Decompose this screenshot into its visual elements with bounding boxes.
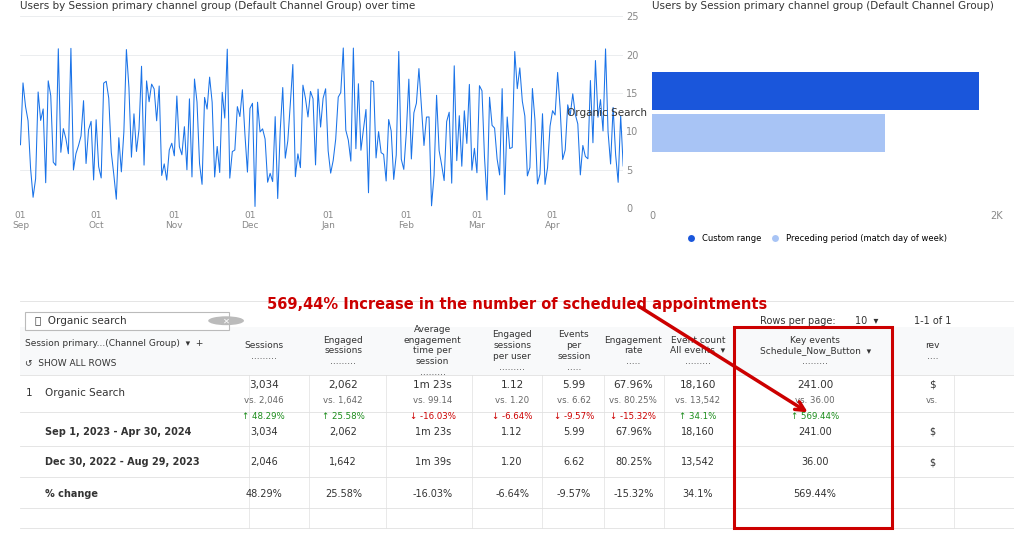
Text: $: $	[929, 427, 935, 437]
Text: Users by Session primary channel group (Default Channel Group) over time: Users by Session primary channel group (…	[20, 1, 416, 11]
Bar	[652, 114, 885, 152]
Text: Users by Session primary channel group (Default Channel Group): Users by Session primary channel group (…	[652, 1, 994, 11]
Bar	[20, 327, 1014, 375]
Text: 2,046: 2,046	[250, 457, 278, 468]
Text: 569,44% Increase in the number of scheduled appointments: 569,44% Increase in the number of schedu…	[267, 298, 767, 312]
Text: vs. 13,542: vs. 13,542	[676, 396, 721, 405]
Text: ↑ 48.29%: ↑ 48.29%	[243, 412, 286, 421]
Text: 3,034: 3,034	[250, 427, 278, 437]
Text: 5.99: 5.99	[563, 427, 585, 437]
Text: 67.96%: 67.96%	[613, 380, 653, 390]
Text: Key events
Schedule_Now_Button  ▾
.........: Key events Schedule_Now_Button ▾ .......…	[760, 336, 870, 366]
Text: 80.25%: 80.25%	[614, 457, 651, 468]
Text: 18,160: 18,160	[680, 380, 716, 390]
Bar	[733, 327, 892, 528]
Text: ↓ -6.64%: ↓ -6.64%	[492, 412, 532, 421]
Text: 1,642: 1,642	[330, 457, 357, 468]
Text: -9.57%: -9.57%	[557, 489, 591, 498]
Text: 25.58%: 25.58%	[325, 489, 361, 498]
Text: 1.12: 1.12	[502, 427, 523, 437]
Text: -15.32%: -15.32%	[613, 489, 653, 498]
Text: vs. 36.00: vs. 36.00	[796, 396, 835, 405]
Text: 1m 23s: 1m 23s	[415, 427, 451, 437]
Text: 13,542: 13,542	[681, 457, 715, 468]
Text: Session primary...(Channel Group)  ▾  +: Session primary...(Channel Group) ▾ +	[26, 339, 204, 348]
Text: 241.00: 241.00	[799, 427, 831, 437]
Text: 241.00: 241.00	[797, 380, 834, 390]
Text: ↑ 34.1%: ↑ 34.1%	[679, 412, 717, 421]
Text: 569.44%: 569.44%	[794, 489, 837, 498]
Text: ↑ 569.44%: ↑ 569.44%	[791, 412, 840, 421]
Text: 36.00: 36.00	[802, 457, 828, 468]
Text: Organic Search: Organic Search	[45, 388, 125, 397]
Text: ↓ -15.32%: ↓ -15.32%	[610, 412, 656, 421]
Text: vs. 99.14: vs. 99.14	[413, 396, 453, 405]
Text: Sessions
.........: Sessions .........	[245, 341, 284, 361]
Circle shape	[208, 317, 244, 325]
Text: 2,062: 2,062	[329, 380, 358, 390]
Text: rev
....: rev ....	[925, 341, 940, 361]
Bar	[652, 72, 979, 110]
Text: 18,160: 18,160	[681, 427, 715, 437]
Text: Average
engagement
time per
session
.........: Average engagement time per session ....…	[403, 325, 462, 377]
Text: 1.12: 1.12	[501, 380, 524, 390]
Text: Events
per
session
.....: Events per session .....	[557, 330, 591, 371]
Text: vs. 2,046: vs. 2,046	[244, 396, 284, 405]
Text: Dec 30, 2022 - Aug 29, 2023: Dec 30, 2022 - Aug 29, 2023	[45, 457, 200, 468]
Text: Sep 1, 2023 - Apr 30, 2024: Sep 1, 2023 - Apr 30, 2024	[45, 427, 191, 437]
Text: Engaged
sessions
per user
.........: Engaged sessions per user .........	[493, 330, 532, 371]
Text: -16.03%: -16.03%	[413, 489, 453, 498]
Text: 2,062: 2,062	[330, 427, 357, 437]
Text: Engaged
sessions
.........: Engaged sessions .........	[324, 336, 364, 366]
Text: 🔍  Organic search: 🔍 Organic search	[36, 315, 127, 326]
Text: vs.: vs.	[926, 396, 938, 405]
Text: vs. 1,642: vs. 1,642	[324, 396, 364, 405]
Text: 67.96%: 67.96%	[615, 427, 651, 437]
Text: % change: % change	[45, 489, 98, 498]
Text: 6.62: 6.62	[563, 457, 585, 468]
Text: Event count
All events  ▾
.........: Event count All events ▾ .........	[671, 336, 725, 366]
Text: 1: 1	[26, 388, 32, 397]
Text: vs. 80.25%: vs. 80.25%	[609, 396, 657, 405]
Text: 3,034: 3,034	[249, 380, 279, 390]
Text: 5.99: 5.99	[562, 380, 586, 390]
Text: 1-1 of 1: 1-1 of 1	[914, 315, 951, 326]
Text: Rows per page:: Rows per page:	[761, 315, 837, 326]
Text: vs. 1.20: vs. 1.20	[495, 396, 529, 405]
Text: 48.29%: 48.29%	[246, 489, 283, 498]
Text: ↓ -9.57%: ↓ -9.57%	[554, 412, 594, 421]
Text: 1m 23s: 1m 23s	[414, 380, 452, 390]
Text: ↓ -16.03%: ↓ -16.03%	[410, 412, 456, 421]
Text: ↺  SHOW ALL ROWS: ↺ SHOW ALL ROWS	[26, 359, 117, 368]
Text: ✕: ✕	[222, 316, 229, 325]
Text: 1m 39s: 1m 39s	[415, 457, 451, 468]
Text: $: $	[929, 457, 935, 468]
Text: 34.1%: 34.1%	[683, 489, 713, 498]
Text: 10  ▾: 10 ▾	[855, 315, 879, 326]
Text: ↑ 25.58%: ↑ 25.58%	[322, 412, 365, 421]
Text: 1.20: 1.20	[502, 457, 523, 468]
Text: Engagement
rate
.....: Engagement rate .....	[604, 336, 663, 366]
Text: $: $	[929, 380, 936, 390]
Text: vs. 6.62: vs. 6.62	[557, 396, 591, 405]
Legend: Custom range, Preceding period (match day of week): Custom range, Preceding period (match da…	[680, 230, 950, 246]
Bar	[26, 312, 229, 330]
Text: -6.64%: -6.64%	[496, 489, 529, 498]
